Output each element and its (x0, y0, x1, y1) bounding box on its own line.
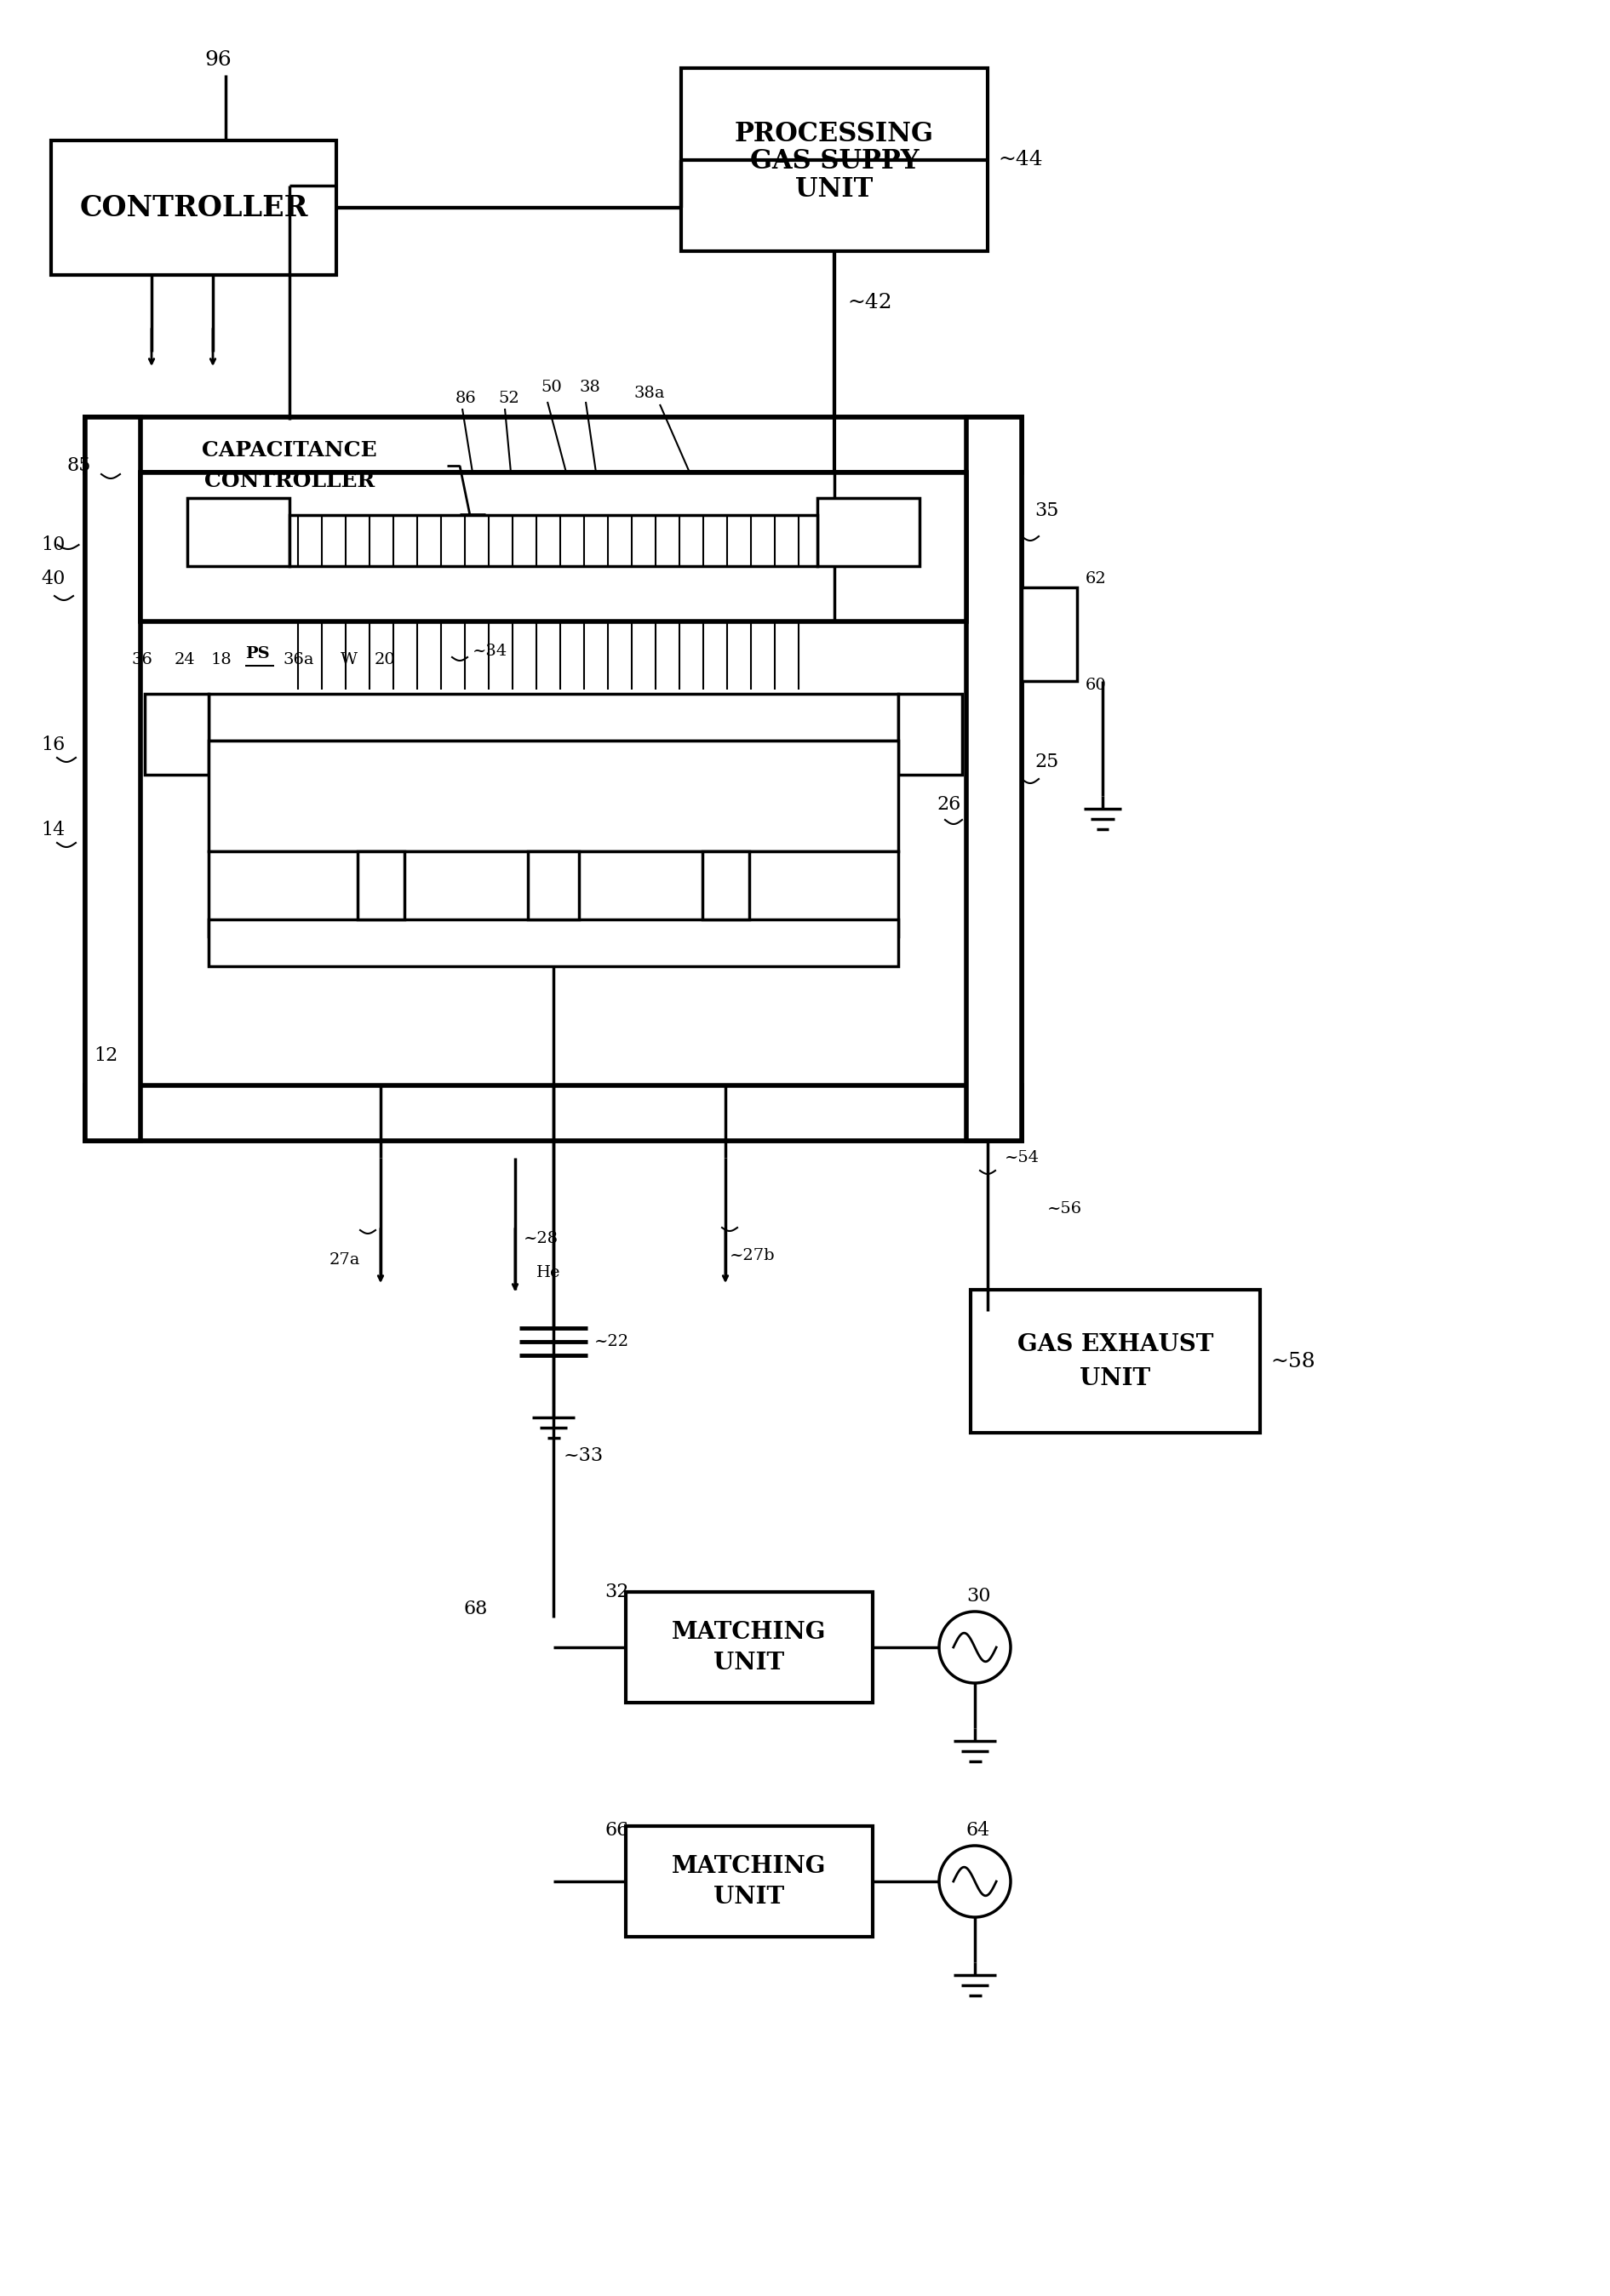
Text: 12: 12 (93, 1047, 118, 1065)
Bar (818, 498, 919, 567)
Text: PROCESSING: PROCESSING (734, 122, 934, 147)
Text: 66: 66 (604, 1821, 628, 1839)
Text: 24: 24 (174, 652, 195, 668)
Bar (209, 852, 898, 937)
Text: 60: 60 (1085, 677, 1106, 693)
Text: UNIT: UNIT (1080, 1366, 1151, 1389)
Bar (132, 420, 448, 512)
Bar (971, 1290, 1261, 1433)
Text: ~33: ~33 (564, 1446, 604, 1465)
Text: 36: 36 (132, 652, 153, 668)
Bar (140, 473, 966, 622)
Text: ~56: ~56 (1047, 1201, 1082, 1217)
Text: 30: 30 (966, 1587, 990, 1605)
Bar (1022, 588, 1077, 682)
Text: 85: 85 (68, 457, 92, 475)
Text: 18: 18 (211, 652, 232, 668)
Bar (626, 1591, 873, 1704)
Bar (209, 852, 898, 937)
Text: GAS EXHAUST: GAS EXHAUST (1018, 1332, 1214, 1355)
Text: 26: 26 (937, 794, 961, 813)
Bar (85, 418, 140, 1141)
Bar (140, 473, 966, 622)
Bar (52, 140, 336, 276)
Text: ~54: ~54 (1005, 1150, 1040, 1166)
Text: 14: 14 (40, 820, 64, 840)
Bar (209, 693, 898, 742)
Text: 35: 35 (1035, 501, 1059, 521)
Bar (681, 69, 987, 250)
Bar (357, 852, 404, 918)
Text: 68: 68 (464, 1600, 488, 1619)
Text: MATCHING: MATCHING (671, 1855, 826, 1878)
Text: UNIT: UNIT (713, 1885, 784, 1908)
Text: W: W (341, 652, 357, 668)
Text: 86: 86 (456, 390, 477, 406)
Text: 16: 16 (40, 735, 64, 755)
Text: CONTROLLER: CONTROLLER (79, 193, 308, 223)
Bar (626, 1825, 873, 1938)
Bar (702, 852, 749, 918)
Bar (209, 742, 898, 852)
Text: 10: 10 (40, 535, 64, 553)
Bar (145, 693, 209, 774)
Text: 96: 96 (204, 51, 232, 69)
Text: 62: 62 (1085, 572, 1106, 585)
Bar (290, 514, 818, 567)
Bar (818, 498, 919, 567)
Text: 36a: 36a (283, 652, 314, 668)
Text: ~34: ~34 (472, 643, 507, 659)
Text: CONTROLLER: CONTROLLER (204, 471, 375, 491)
Bar (85, 418, 1022, 473)
Text: ~22: ~22 (594, 1334, 630, 1350)
Bar (187, 498, 290, 567)
Text: 50: 50 (541, 379, 562, 395)
Text: UNIT: UNIT (795, 177, 873, 202)
Bar (145, 693, 209, 774)
Text: 32: 32 (604, 1582, 628, 1600)
Bar (209, 918, 898, 967)
Text: ~28: ~28 (523, 1231, 559, 1247)
Text: ~44: ~44 (998, 149, 1043, 170)
Bar (209, 742, 898, 852)
Text: 25: 25 (1035, 753, 1058, 771)
Text: He: He (536, 1265, 560, 1281)
Bar (966, 418, 1022, 1141)
Bar (187, 498, 290, 567)
Text: 52: 52 (497, 390, 518, 406)
Bar (85, 418, 1022, 1141)
Text: 38: 38 (580, 379, 601, 395)
Text: 40: 40 (40, 569, 64, 588)
Bar (966, 418, 1022, 1141)
Text: 27a: 27a (330, 1251, 361, 1267)
Text: CAPACITANCE: CAPACITANCE (201, 441, 377, 461)
Text: 20: 20 (375, 652, 396, 668)
Text: ~42: ~42 (847, 292, 892, 312)
Bar (85, 418, 140, 1141)
Text: UNIT: UNIT (713, 1651, 784, 1674)
Bar (85, 418, 1022, 473)
Text: ~27b: ~27b (729, 1249, 776, 1263)
Text: GAS SUPPY: GAS SUPPY (750, 149, 919, 174)
Text: 64: 64 (966, 1821, 990, 1839)
Text: 38a: 38a (634, 386, 665, 402)
Text: MATCHING: MATCHING (671, 1621, 826, 1644)
Bar (898, 693, 963, 774)
Text: ~58: ~58 (1270, 1352, 1315, 1371)
Bar (85, 1086, 1022, 1141)
Bar (209, 693, 898, 742)
Text: PS: PS (245, 645, 269, 661)
Bar (85, 1086, 1022, 1141)
Bar (528, 852, 580, 918)
Bar (209, 918, 898, 967)
Bar (898, 693, 963, 774)
